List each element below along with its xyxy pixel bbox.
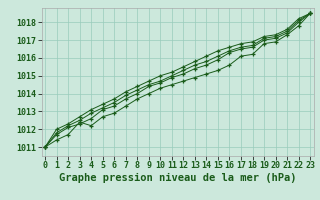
X-axis label: Graphe pression niveau de la mer (hPa): Graphe pression niveau de la mer (hPa)	[59, 173, 296, 183]
